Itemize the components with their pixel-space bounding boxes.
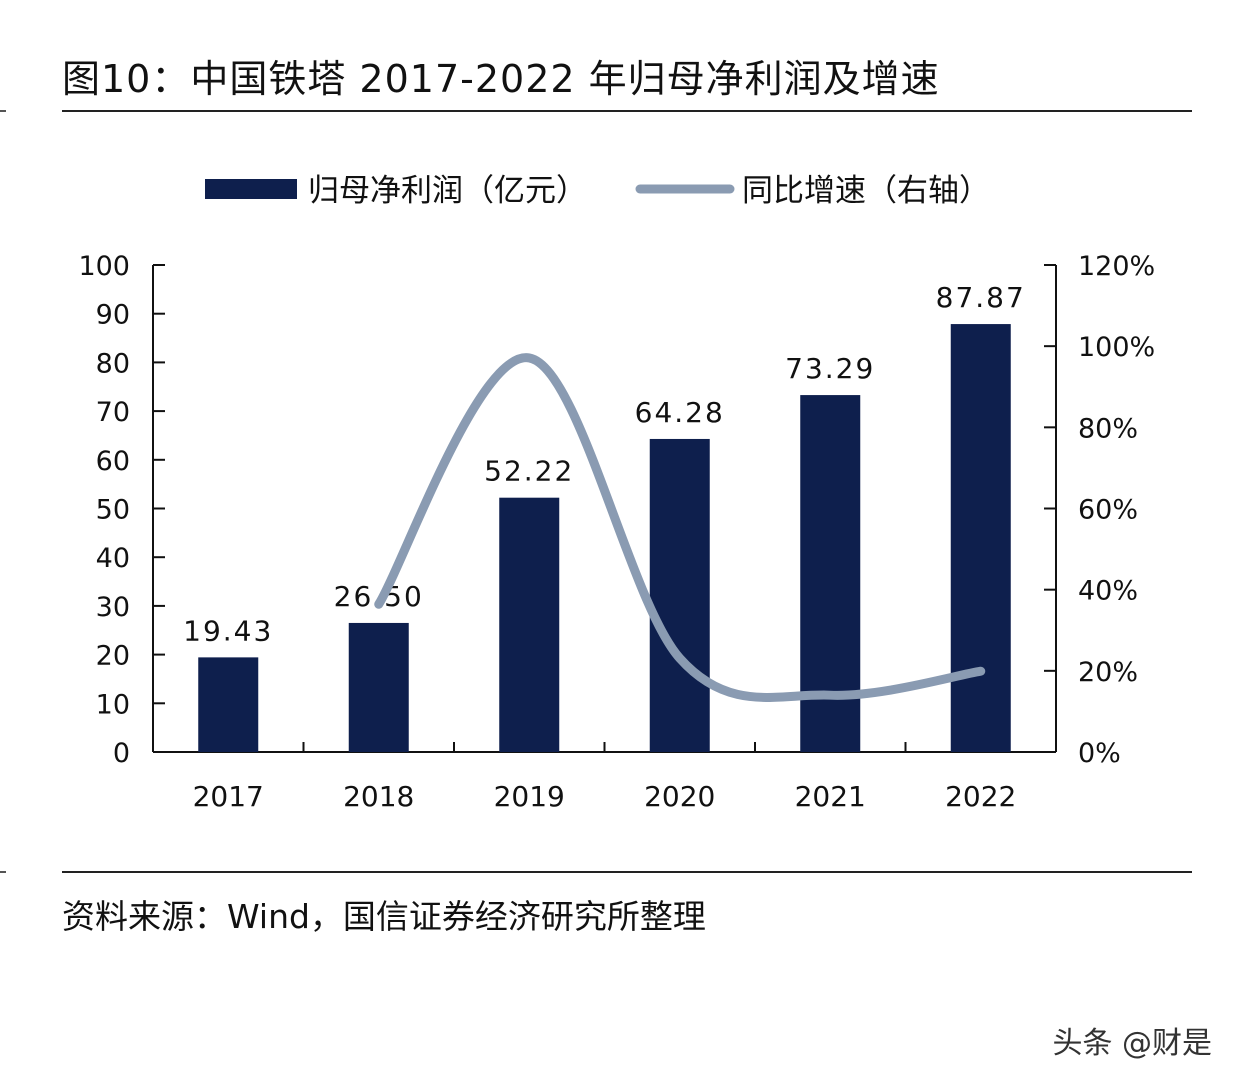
left-tick-label: 20 xyxy=(96,641,130,672)
left-tick-label: 40 xyxy=(96,543,130,574)
source-note: 资料来源：Wind，国信证券经济研究所整理 xyxy=(62,897,706,936)
edge-mark-top xyxy=(0,110,6,112)
x-tick-label: 2020 xyxy=(644,780,715,813)
left-tick-label: 30 xyxy=(96,592,130,623)
legend-swatch-bar xyxy=(205,179,297,199)
left-tick-label: 100 xyxy=(78,251,130,282)
left-tick-label: 50 xyxy=(96,495,130,526)
title-divider xyxy=(62,110,1192,112)
bar xyxy=(950,324,1011,752)
left-tick-label: 90 xyxy=(96,300,130,331)
right-tick-label: 60% xyxy=(1078,495,1138,526)
bar-value-label: 64.28 xyxy=(635,396,725,429)
bar xyxy=(649,438,710,752)
x-tick-label: 2019 xyxy=(494,780,565,813)
left-tick-label: 80 xyxy=(96,348,130,379)
left-tick-label: 60 xyxy=(96,446,130,477)
bar-value-label: 73.29 xyxy=(785,352,875,385)
line-series xyxy=(374,353,986,702)
chart: 归母净利润（亿元） 同比增速（右轴） 0 10 20 30 40 50 60 70 80 90 100… xyxy=(78,173,1155,813)
legend-label-bar: 归母净利润（亿元） xyxy=(308,173,587,209)
bar xyxy=(198,657,259,752)
left-axis: 0 10 20 30 40 50 60 70 80 90 100 xyxy=(78,251,165,769)
right-axis: 0% 20% 40% 60% 80% 100% 120% xyxy=(1044,251,1155,769)
x-tick-label: 2017 xyxy=(193,780,264,813)
legend-label-line: 同比增速（右轴） xyxy=(742,173,990,209)
source-divider xyxy=(62,871,1192,873)
growth-line xyxy=(374,353,986,702)
left-tick-label: 0 xyxy=(113,738,130,769)
bar xyxy=(348,622,409,752)
bar-value-label: 87.87 xyxy=(936,281,1026,314)
bar-value-label: 19.43 xyxy=(183,614,273,647)
bar xyxy=(499,497,560,752)
x-tick-label: 2022 xyxy=(945,780,1016,813)
chart-title: 图10：中国铁塔 2017-2022 年归母净利润及增速 xyxy=(62,57,940,101)
watermark: 头条 @财是 xyxy=(1052,1026,1212,1061)
right-tick-label: 20% xyxy=(1078,657,1138,688)
x-tick-label: 2021 xyxy=(795,780,866,813)
right-tick-label: 0% xyxy=(1078,738,1121,769)
right-tick-label: 80% xyxy=(1078,413,1138,444)
right-tick-label: 100% xyxy=(1078,332,1155,363)
x-axis: 2017 2018 2019 2020 2021 2022 xyxy=(152,742,1057,813)
bar-value-label: 52.22 xyxy=(484,455,574,488)
left-tick-label: 10 xyxy=(96,689,130,720)
edge-mark-bottom xyxy=(0,871,6,873)
right-tick-label: 120% xyxy=(1078,251,1155,282)
right-tick-label: 40% xyxy=(1078,576,1138,607)
left-tick-label: 70 xyxy=(96,397,130,428)
x-tick-label: 2018 xyxy=(343,780,414,813)
legend: 归母净利润（亿元） 同比增速（右轴） xyxy=(205,173,990,209)
